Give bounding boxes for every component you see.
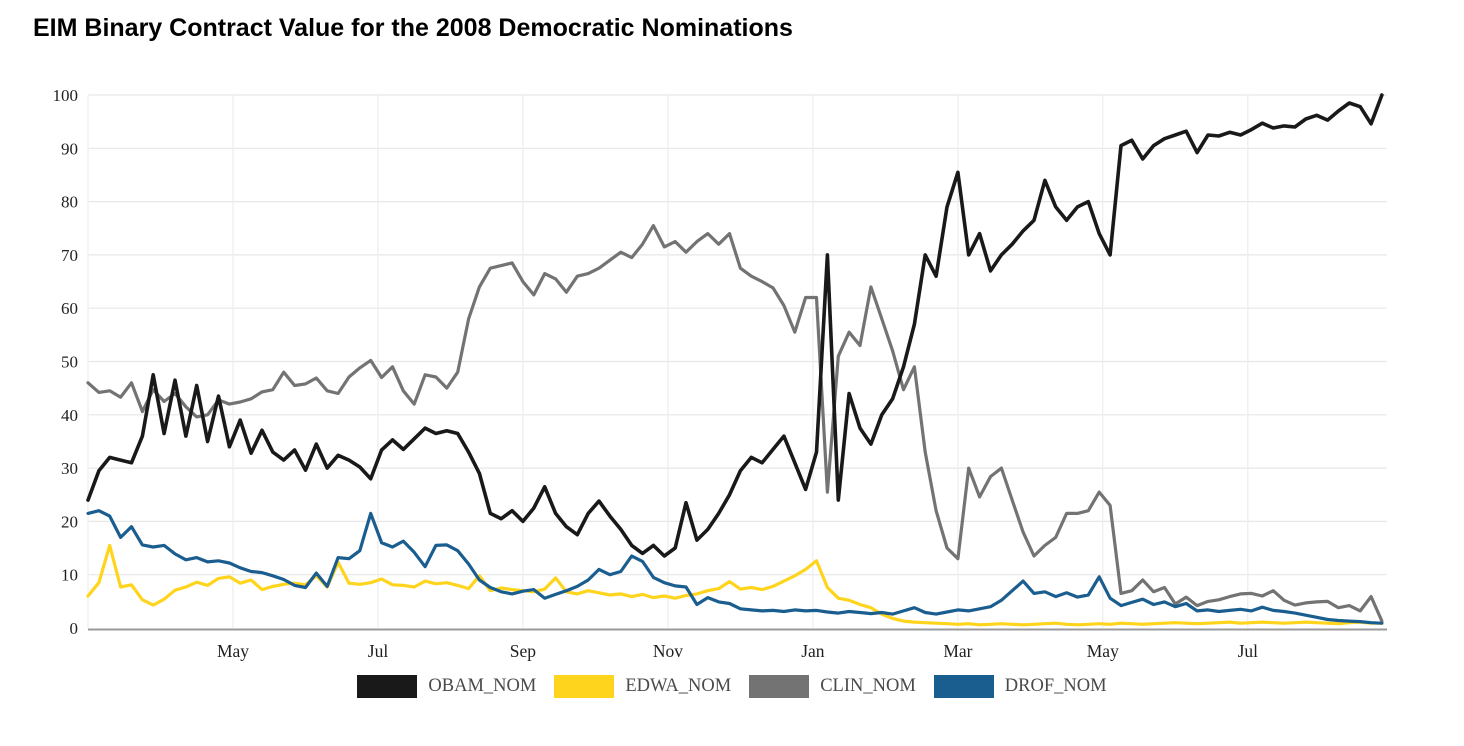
- series-line-OBAM_NOM: [86, 93, 1384, 558]
- series-line-DROF_NOM: [86, 509, 1384, 625]
- legend-label-CLIN_NOM: CLIN_NOM: [820, 676, 916, 696]
- x-tick-label-Jan-10: Jan: [801, 641, 825, 661]
- legend-item-EDWA_NOM: EDWA_NOM: [554, 675, 731, 698]
- x-tick-label-Nov-8: Nov: [653, 641, 683, 661]
- y-tick-label-80: 80: [61, 193, 78, 212]
- legend-label-EDWA_NOM: EDWA_NOM: [625, 676, 732, 696]
- x-tick-label-Sep-6: Sep: [510, 641, 537, 661]
- series-line-CLIN_NOM: [86, 224, 1384, 623]
- legend-swatch-OBAM_NOM: [357, 675, 418, 698]
- chart-legend: OBAM_NOM EDWA_NOM CLIN_NOM DROF_NOM: [0, 675, 1464, 698]
- y-tick-label-0: 0: [70, 619, 79, 638]
- legend-swatch-EDWA_NOM: [554, 675, 615, 698]
- chart-title: EIM Binary Contract Value for the 2008 D…: [33, 14, 793, 42]
- legend-item-DROF_NOM: DROF_NOM: [933, 675, 1107, 698]
- series-line-EDWA_NOM: [86, 543, 1384, 627]
- x-tick-label-Jul-16: Jul: [1238, 641, 1259, 661]
- legend-label-DROF_NOM: DROF_NOM: [1004, 676, 1107, 696]
- x-tick-label-May-2: May: [217, 641, 249, 661]
- y-tick-label-10: 10: [61, 566, 78, 585]
- x-tick-label-May-14: May: [1087, 641, 1119, 661]
- y-tick-label-50: 50: [61, 353, 78, 372]
- y-tick-label-90: 90: [61, 139, 78, 158]
- legend-item-OBAM_NOM: OBAM_NOM: [357, 675, 536, 698]
- y-tick-label-60: 60: [61, 299, 78, 318]
- x-tick-label-Mar-12: Mar: [943, 641, 972, 661]
- legend-swatch-CLIN_NOM: [749, 675, 810, 698]
- y-tick-label-40: 40: [61, 406, 78, 425]
- y-tick-label-100: 100: [53, 86, 79, 105]
- y-tick-label-20: 20: [61, 512, 78, 531]
- y-tick-label-70: 70: [61, 246, 78, 265]
- legend-label-OBAM_NOM: OBAM_NOM: [428, 676, 537, 696]
- x-tick-label-Jul-4: Jul: [368, 641, 389, 661]
- y-tick-label-30: 30: [61, 459, 78, 478]
- legend-item-CLIN_NOM: CLIN_NOM: [749, 675, 916, 698]
- legend-swatch-DROF_NOM: [933, 675, 994, 698]
